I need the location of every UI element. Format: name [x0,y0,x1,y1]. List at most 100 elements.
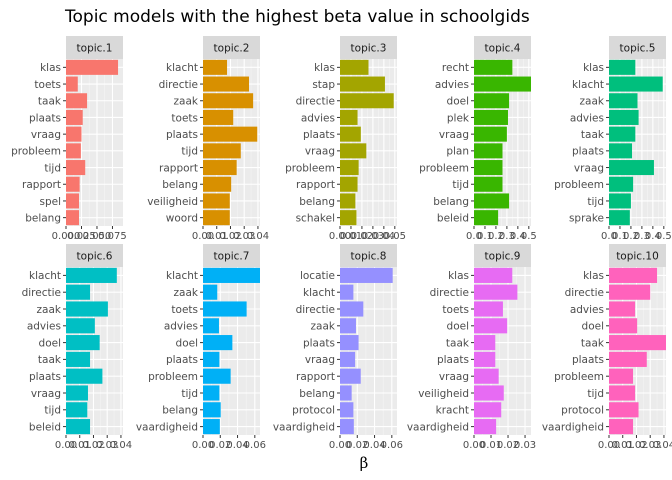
y-tick-label: vaardigheid [136,421,198,433]
bar-taak [66,351,91,367]
y-tick-label: tijd [452,179,469,191]
y-tick-label: klacht [166,270,198,282]
y-tick-label: probleem [554,179,604,191]
bar-probleem [66,143,81,159]
bar-plaats [66,109,83,125]
y-tick-label: vraag [439,371,469,383]
bar-zaak [203,93,254,109]
y-tick-label: plaats [303,129,335,141]
y-tick-label: doel [176,337,198,349]
bar-vraag [66,385,88,401]
y-tick-label: taak [581,337,605,349]
bar-advies [609,109,639,125]
chart-title: Topic models with the highest beta value… [64,7,530,27]
y-tick-label: doel [447,321,469,333]
bar-klas [609,267,658,283]
y-tick-label: plan [446,146,469,158]
y-tick-label: advies [164,321,198,333]
facet-strip [609,36,666,59]
y-tick-label: plaats [572,146,604,158]
bar-vaardigheid [609,419,634,435]
y-tick-label: rapport [296,371,335,383]
x-tick-label: 0.0 [466,231,482,242]
y-tick-label: klas [314,62,335,74]
y-tick-label: probleem [419,162,469,174]
x-tick-label: 0.01 [612,440,634,451]
bar-probleem [609,368,634,384]
x-tick-label: 0.04 [373,231,395,242]
y-tick-label: stap [312,79,335,91]
y-tick-label: vraag [305,146,335,158]
bar-plaats [340,335,359,351]
facet-topic-3: topic.3 klas stap directie advies plaats vraag… [285,36,406,242]
bar-directie [340,301,364,317]
bar-belang [340,385,352,401]
facet-strip-label: topic.4 [485,43,521,55]
bar-taak [66,93,88,109]
y-tick-label: zaak [174,96,199,108]
x-tick-label: 0.03 [514,440,536,451]
x-tick-label: 0.02 [625,440,647,451]
bar-toets [203,301,247,317]
y-tick-label: belang [25,212,61,224]
y-tick-label: vaardigheid [273,421,335,433]
bar-toets [66,76,78,92]
x-tick-label: 0.2 [488,231,504,242]
x-tick-label: 0.2 [623,231,639,242]
x-tick-label: 0.02 [209,440,231,451]
y-tick-label: advies [570,304,604,316]
bar-belang [474,193,510,209]
y-tick-label: directie [296,304,335,316]
y-tick-label: belang [299,196,335,208]
bar-vaardigheid [340,419,354,435]
facet-strip [66,36,123,59]
x-tick-label: 0.03 [362,231,384,242]
y-tick-label: toets [442,304,469,316]
bar-doel [203,335,233,351]
facet-strip [609,244,666,267]
bar-rapport [340,368,361,384]
y-tick-label: tijd [44,162,61,174]
y-tick-label: doel [582,321,604,333]
y-tick-label: belang [433,196,469,208]
x-tick-label: 0.02 [497,440,519,451]
bar-doel [474,318,508,334]
bar-advies [609,301,636,317]
bar-plaats [203,351,220,367]
bar-locatie [340,267,393,283]
facet-topic-6: topic.6 klacht directie zaak advies doel taak p… [22,244,132,451]
bar-taak [474,335,496,351]
bar-probleem [203,368,231,384]
x-tick-label: 0.050 [83,231,112,242]
facet-strip-label: topic.9 [485,251,521,263]
y-tick-label: directie [159,79,198,91]
y-tick-label: rapport [22,179,61,191]
y-tick-label: woord [166,212,198,224]
facet-strip-label: topic.6 [77,251,113,263]
bar-klas [66,59,119,75]
y-tick-label: plaats [166,129,198,141]
x-tick-label: 0.3 [634,231,650,242]
y-tick-label: klacht [572,79,604,91]
bar-advies [66,318,95,334]
facet-topic-1: topic.1 klas toets taak plaats vraag probleem t… [11,36,127,242]
facet-panels: topic.1klastoetstaakplaatsvraagprobleemt… [11,36,672,451]
bar-klas [340,59,369,75]
y-tick-label: directie [430,287,469,299]
y-tick-label: toets [171,112,198,124]
x-tick-label: 0.03 [639,440,661,451]
bar-probleem [340,160,359,176]
bar-klas [609,59,636,75]
x-tick-label: 0.5 [656,231,672,242]
bar-probleem [609,176,634,192]
y-tick-label: advies [435,79,469,91]
y-tick-label: probleem [148,371,198,383]
bar-klacht [66,267,117,283]
y-tick-label: zaak [37,304,62,316]
y-tick-label: plaats [29,371,61,383]
x-tick-label: 0.02 [346,440,368,451]
bar-zaak [340,318,356,334]
y-tick-label: toets [171,304,198,316]
y-tick-label: tijd [587,388,604,400]
bar-directie [474,284,518,300]
